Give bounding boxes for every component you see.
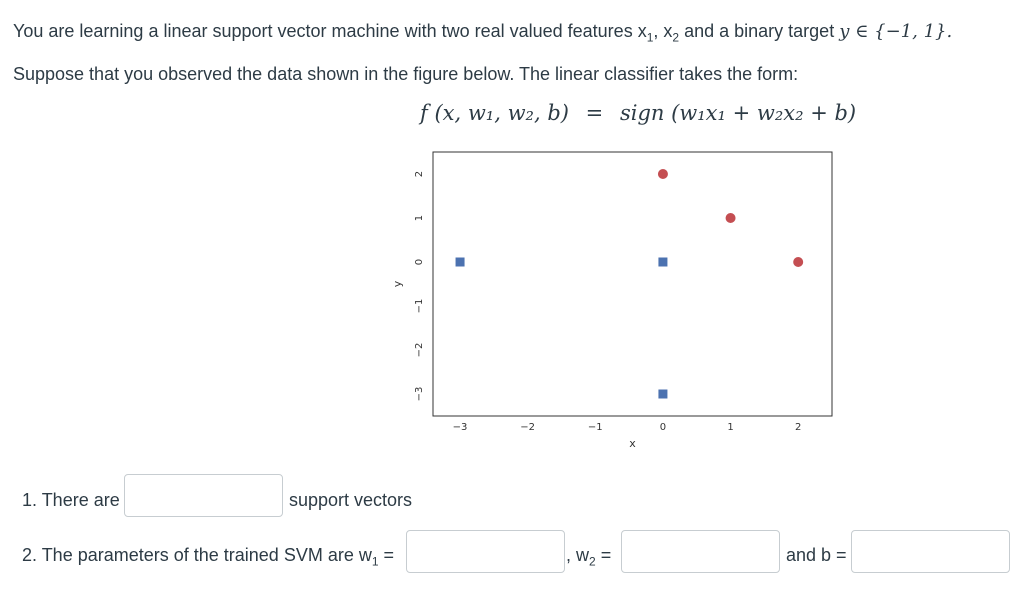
features-sep: , x <box>653 21 673 41</box>
x-tick-label: 2 <box>795 422 801 433</box>
b-input[interactable] <box>851 530 1010 573</box>
y-tick-label: 0 <box>414 259 425 265</box>
plot-frame <box>432 151 833 417</box>
x-axis-label: x <box>629 437 636 450</box>
target-math: y ∈ {−1, 1}. <box>839 21 953 42</box>
classifier-formula: f (x, w₁, w₂, b) = sign (w₁x₁ + w₂x₂ + b… <box>420 101 856 125</box>
q2-w2-prefix: , w <box>566 545 590 565</box>
w1-input[interactable] <box>406 530 565 573</box>
formula-lhs: f (x, w₁, w₂, b) <box>420 101 569 125</box>
square-data-point <box>658 257 668 267</box>
q2-prefix: 2. The parameters of the trained SVM are… <box>22 545 394 569</box>
q1-prefix: 1. There are <box>22 490 120 510</box>
x-tick-label: −2 <box>520 422 535 433</box>
y-tick-label: −1 <box>414 299 425 314</box>
formula-eq: = <box>585 101 604 125</box>
q2-w2-eq: = <box>595 545 612 565</box>
x-tick-label: −1 <box>588 422 603 433</box>
x-tick-label: 0 <box>660 422 666 433</box>
q1-suffix: support vectors <box>289 490 413 510</box>
square-data-point <box>455 257 465 267</box>
circle-data-point <box>657 169 668 179</box>
x-tick-label: 1 <box>727 422 733 433</box>
q2-sub1: 1 <box>371 554 379 569</box>
y-tick-label: 2 <box>414 171 425 177</box>
y-axis-label: y <box>391 280 404 287</box>
q2-b-label: and b = <box>786 545 847 565</box>
support-vectors-input[interactable] <box>124 474 283 517</box>
q2-sub2: 2 <box>589 554 596 569</box>
question-line-2: Suppose that you observed the data shown… <box>13 64 799 84</box>
intro-text: You are learning a linear support vector… <box>13 21 647 41</box>
formula-rhs: sign (w₁x₁ + w₂x₂ + b) <box>619 101 857 125</box>
subscript-2: 2 <box>672 30 680 45</box>
q2-prefix-text: 2. The parameters of the trained SVM are… <box>22 545 372 565</box>
question-line-1: You are learning a linear support vector… <box>13 21 952 45</box>
y-tick-label: −3 <box>414 387 425 402</box>
w2-input[interactable] <box>621 530 780 573</box>
x-tick-label: −3 <box>453 422 468 433</box>
y-tick-label: 1 <box>414 215 425 221</box>
square-data-point <box>658 389 668 399</box>
scatter-chart: −3 −2 −1 0 1 2 2 1 0 −1 −2 −3 x y <box>391 151 833 450</box>
circle-data-point <box>793 257 804 267</box>
q2-w2-label: , w2 = <box>566 545 611 569</box>
subscript-1: 1 <box>646 30 654 45</box>
q2-w1-eq: = <box>378 545 395 565</box>
circle-data-point <box>725 213 736 223</box>
intro-text-2: and a binary target <box>679 21 840 41</box>
y-tick-label: −2 <box>414 343 425 358</box>
